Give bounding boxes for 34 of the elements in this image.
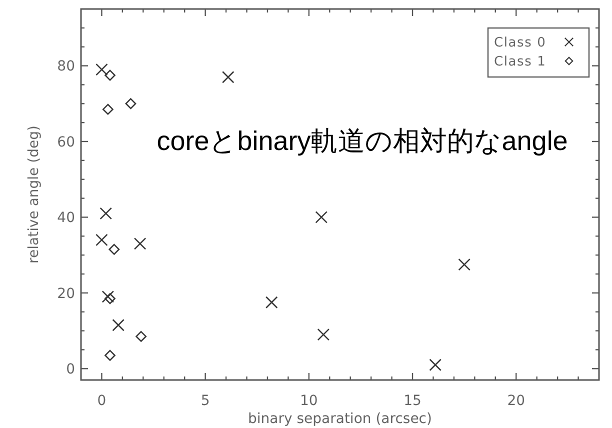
point [104, 350, 116, 361]
legend-label: Class 0 [494, 36, 546, 51]
x-tick-label: 15 [404, 393, 422, 409]
point [134, 238, 146, 250]
point [102, 290, 114, 303]
y-tick-label: 0 [66, 362, 75, 378]
x-tick-label: 0 [97, 393, 106, 409]
point [222, 70, 234, 84]
point [315, 211, 328, 224]
x-tick-label: 5 [200, 393, 210, 409]
point [96, 234, 108, 246]
point [104, 70, 116, 81]
y-tick-label: 20 [57, 286, 75, 302]
legend-label: Class 1 [494, 54, 546, 70]
point [136, 331, 147, 342]
x-axis-title: binary separation (arcsec) [248, 411, 432, 427]
annotation: coreとbinary軌道の相対的なangle [156, 126, 568, 156]
point [96, 63, 108, 76]
x-tick-label: 10 [300, 393, 318, 409]
point [317, 328, 330, 341]
y-axis-title: relative angle (deg) [26, 126, 42, 264]
point [102, 104, 114, 115]
point [112, 318, 124, 332]
point [108, 244, 120, 255]
y-tick-label: 40 [57, 210, 75, 226]
x-tick-label: 20 [507, 393, 526, 409]
y-tick-label: 80 [57, 58, 75, 75]
point [100, 207, 112, 220]
point [429, 358, 442, 372]
point [125, 98, 136, 110]
point [104, 293, 116, 304]
y-tick-label: 60 [57, 134, 75, 150]
point [265, 296, 278, 309]
point [458, 258, 470, 271]
